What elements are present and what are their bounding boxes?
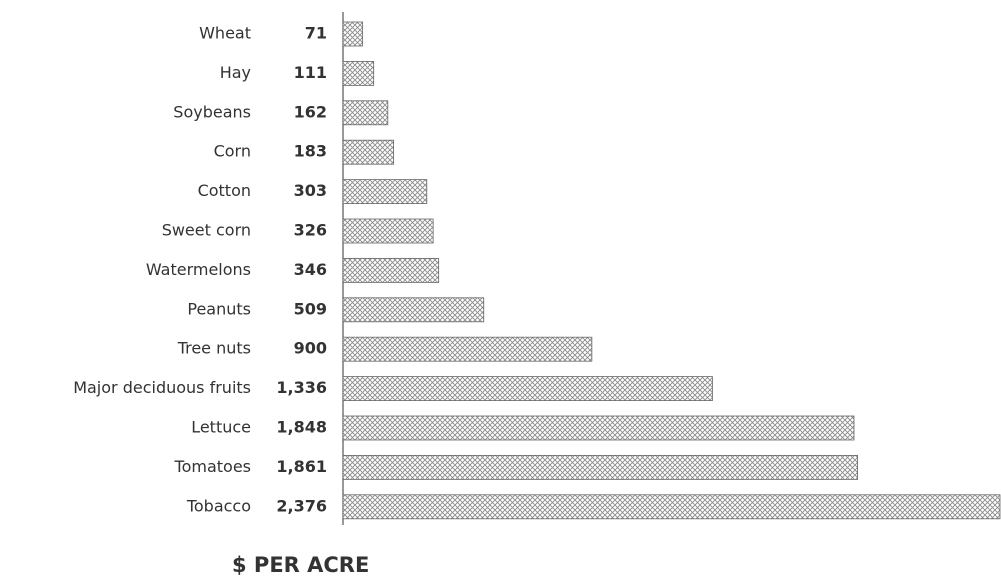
bar: [342, 336, 593, 362]
bar: [342, 376, 713, 402]
bar: [342, 179, 428, 205]
x-axis-label: $ PER ACRE: [232, 553, 369, 577]
category-label: Wheat: [199, 24, 251, 43]
bar: [342, 494, 1001, 520]
category-label: Tree nuts: [177, 339, 251, 358]
bar: [342, 218, 434, 244]
bar: [342, 257, 440, 283]
value-label: 1,848: [276, 418, 327, 437]
bar: [342, 100, 389, 126]
value-label: 2,376: [276, 496, 327, 515]
category-label: Major deciduous fruits: [73, 378, 251, 397]
category-label: Cotton: [198, 181, 251, 200]
category-label: Peanuts: [187, 299, 251, 318]
bar: [342, 139, 395, 165]
bar: [342, 415, 855, 441]
category-label: Watermelons: [146, 260, 251, 279]
category-label: Sweet corn: [162, 221, 251, 240]
value-label: 900: [294, 339, 327, 358]
category-label: Lettuce: [191, 418, 251, 437]
value-label: 1,861: [276, 457, 327, 476]
category-label: Hay: [220, 63, 251, 82]
value-label: 71: [305, 24, 327, 43]
value-label: 326: [294, 221, 327, 240]
category-label: Tomatoes: [174, 457, 251, 476]
bar: [342, 454, 858, 480]
value-label: 111: [294, 63, 327, 82]
value-label: 303: [294, 181, 327, 200]
category-label: Soybeans: [173, 102, 251, 121]
value-label: 509: [294, 299, 327, 318]
value-label: 346: [294, 260, 327, 279]
value-label: 183: [294, 142, 327, 161]
bar: [342, 61, 375, 86]
bar: [342, 297, 485, 323]
bar: [342, 21, 364, 47]
value-label: 162: [294, 102, 327, 121]
value-label: 1,336: [276, 378, 327, 397]
category-label: Corn: [214, 142, 251, 161]
category-label: Tobacco: [186, 496, 251, 515]
